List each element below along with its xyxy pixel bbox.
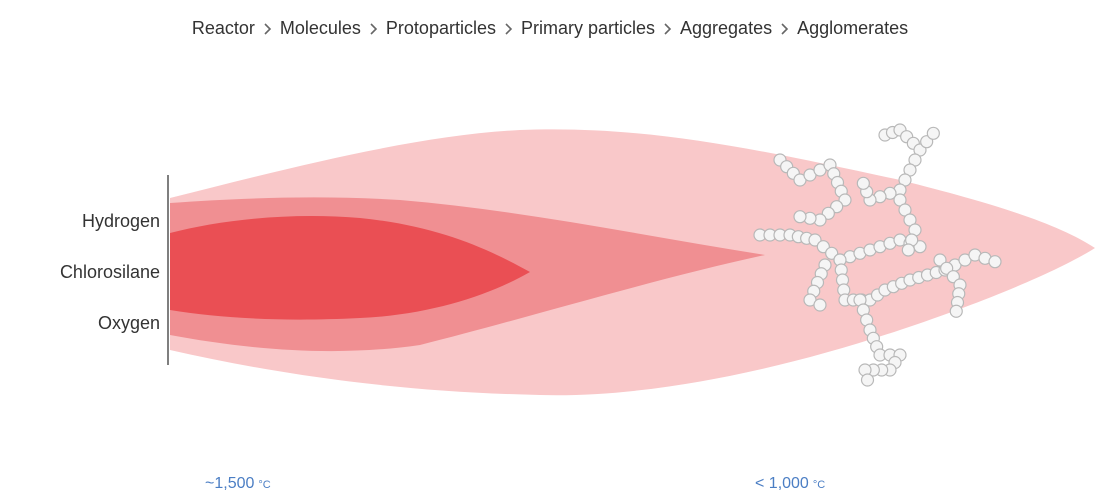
input-label: Hydrogen (82, 211, 160, 231)
temperature-unit: °C (813, 479, 825, 491)
diagram: Hydrogen Chlorosilane Oxygen ~1,500 °C < … (0, 0, 1100, 494)
particle (794, 211, 806, 223)
temperature: < 1,000 °C (755, 475, 825, 492)
temperature-unit: °C (258, 479, 270, 491)
temperature-value: < 1,000 (755, 475, 809, 492)
particle (814, 299, 826, 311)
particle (950, 305, 962, 317)
input-label: Oxygen (98, 313, 160, 333)
particle (902, 244, 914, 256)
particle (862, 374, 874, 386)
particle (857, 177, 869, 189)
temperature-value: ~1,500 (205, 475, 254, 492)
temperature: ~1,500 °C (205, 475, 271, 492)
particle (927, 127, 939, 139)
page: ReactorMoleculesProtoparticlesPrimary pa… (0, 0, 1100, 494)
particle (989, 256, 1001, 268)
input-label: Chlorosilane (60, 262, 160, 282)
